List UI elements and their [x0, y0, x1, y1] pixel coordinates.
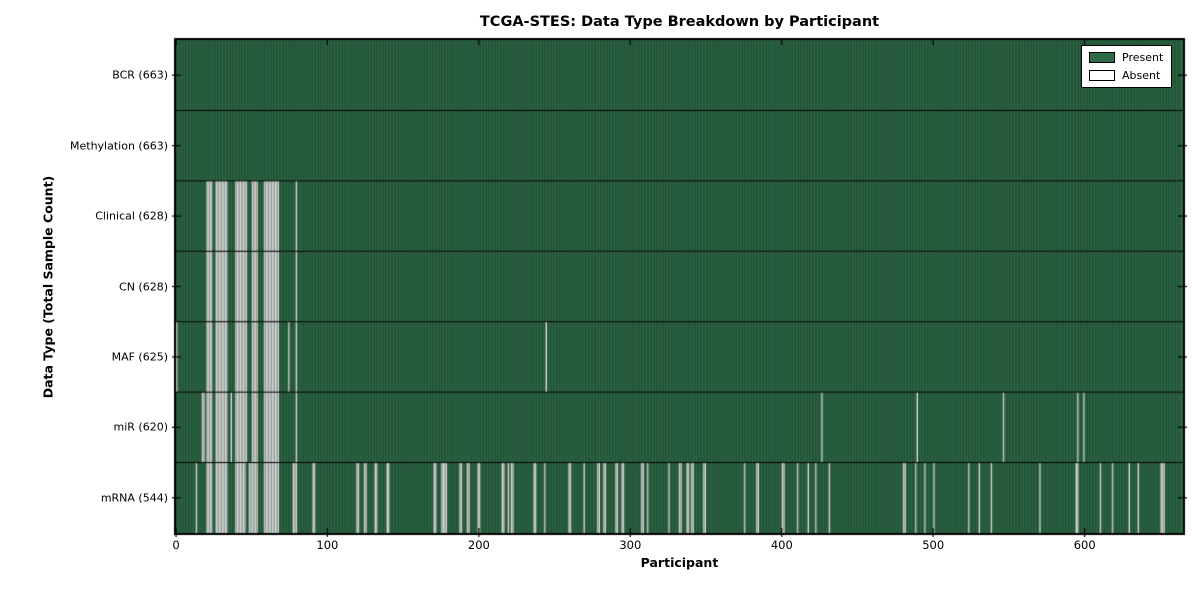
ytick-cn: CN (628): [119, 280, 168, 294]
ytick-clinical: Clinical (628): [95, 209, 168, 223]
y-axis-label: Data Type (Total Sample Count): [40, 175, 56, 399]
xtick-500: 500: [922, 538, 945, 552]
legend-label-absent: Absent: [1122, 69, 1161, 82]
legend-item-present: Present: [1089, 51, 1163, 64]
ytick-mrna: mRNA (544): [100, 491, 168, 505]
ytick-bcr: BCR (663): [112, 68, 168, 82]
legend: Present Absent: [1081, 45, 1173, 88]
present-swatch-icon: [1089, 52, 1115, 63]
ytick-mir: miR (620): [113, 420, 169, 434]
legend-item-absent: Absent: [1089, 69, 1163, 82]
xtick-100: 100: [316, 538, 339, 552]
xtick-300: 300: [619, 538, 642, 552]
chart-title: TCGA-STES: Data Type Breakdown by Partic…: [479, 14, 880, 30]
x-axis-label: Participant: [640, 555, 719, 570]
xtick-600: 600: [1073, 538, 1096, 552]
ytick-methylation: Methylation (663): [70, 139, 168, 153]
xtick-400: 400: [770, 538, 793, 552]
legend-label-present: Present: [1122, 51, 1164, 64]
absent-swatch-icon: [1089, 70, 1115, 81]
xtick-200: 200: [467, 538, 490, 552]
xtick-0: 0: [172, 538, 180, 552]
ytick-maf: MAF (625): [111, 350, 168, 364]
